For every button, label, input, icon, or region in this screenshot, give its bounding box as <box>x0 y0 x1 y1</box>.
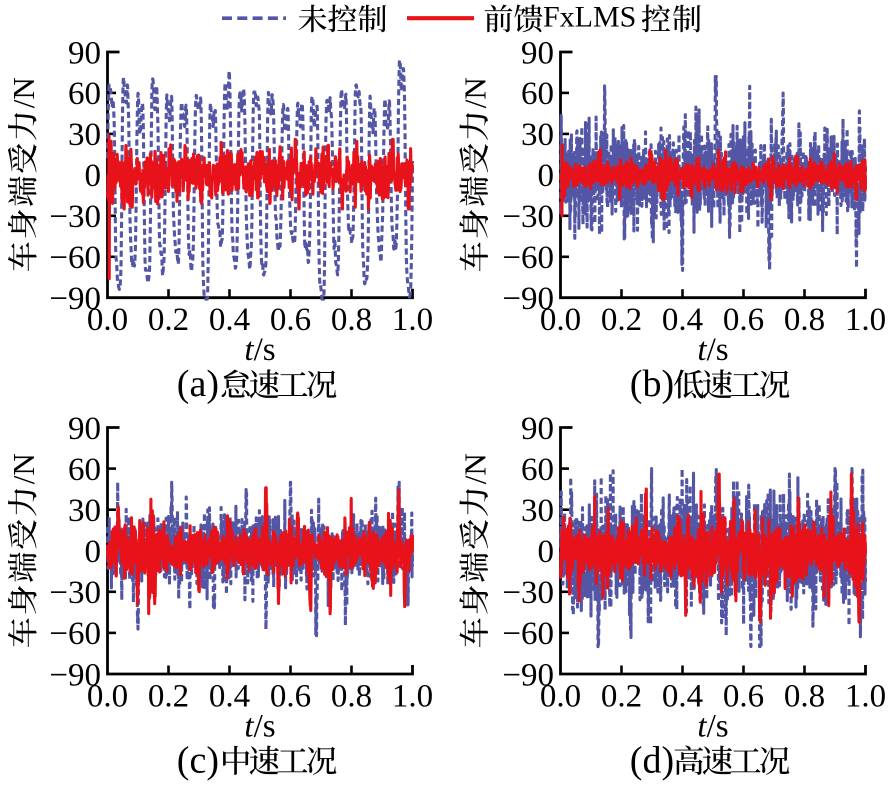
svg-text:0: 0 <box>85 534 102 570</box>
svg-text:60: 60 <box>521 452 554 488</box>
svg-text:0.4: 0.4 <box>662 679 703 715</box>
svg-text:−30: −30 <box>49 575 101 611</box>
svg-text:30: 30 <box>521 117 554 153</box>
svg-text:0.8: 0.8 <box>784 679 825 715</box>
svg-text:−90: −90 <box>502 281 554 317</box>
svg-text:t/s: t/s <box>244 332 275 368</box>
svg-text:−60: −60 <box>502 240 554 276</box>
svg-text:60: 60 <box>68 452 101 488</box>
svg-text:/N: /N <box>458 77 493 108</box>
svg-text:−60: −60 <box>49 240 101 276</box>
svg-text:0.4: 0.4 <box>209 302 250 338</box>
svg-text:30: 30 <box>68 117 101 153</box>
svg-text:t/s: t/s <box>697 332 728 368</box>
svg-text:30: 30 <box>521 493 554 529</box>
svg-text:90: 90 <box>68 411 101 447</box>
svg-text:0.0: 0.0 <box>87 302 128 338</box>
svg-text:−60: −60 <box>502 616 554 652</box>
svg-text:0.2: 0.2 <box>148 302 189 338</box>
svg-text:−60: −60 <box>49 616 101 652</box>
svg-text:0.6: 0.6 <box>723 302 764 338</box>
svg-text:FxLMS: FxLMS <box>543 0 636 33</box>
svg-text:90: 90 <box>68 35 101 71</box>
svg-text:0: 0 <box>538 158 555 194</box>
svg-text:1.0: 1.0 <box>392 679 433 715</box>
svg-text:1.0: 1.0 <box>845 679 886 715</box>
svg-text:0.0: 0.0 <box>87 679 128 715</box>
svg-text:0.2: 0.2 <box>601 679 642 715</box>
svg-text:/N: /N <box>458 453 493 484</box>
svg-text:0: 0 <box>85 158 102 194</box>
svg-text:60: 60 <box>521 76 554 112</box>
svg-text:0.2: 0.2 <box>601 302 642 338</box>
svg-text:t/s: t/s <box>244 709 275 745</box>
svg-text:60: 60 <box>68 76 101 112</box>
svg-text:0.6: 0.6 <box>723 679 764 715</box>
svg-text:−30: −30 <box>49 199 101 235</box>
svg-text:0: 0 <box>538 534 555 570</box>
svg-text:0.4: 0.4 <box>209 679 250 715</box>
svg-text:−90: −90 <box>49 281 101 317</box>
svg-text:0.8: 0.8 <box>784 302 825 338</box>
svg-text:−90: −90 <box>502 657 554 693</box>
svg-text:−90: −90 <box>49 657 101 693</box>
svg-text:0.8: 0.8 <box>331 679 372 715</box>
svg-text:0.2: 0.2 <box>148 679 189 715</box>
svg-text:90: 90 <box>521 411 554 447</box>
svg-text:0.0: 0.0 <box>540 679 581 715</box>
svg-text:90: 90 <box>521 35 554 71</box>
svg-text:/N: /N <box>6 453 41 484</box>
svg-text:(b): (b) <box>630 363 674 405</box>
svg-text:0.6: 0.6 <box>270 679 311 715</box>
svg-text:(d): (d) <box>630 739 674 781</box>
svg-text:30: 30 <box>68 493 101 529</box>
svg-text:0.8: 0.8 <box>331 302 372 338</box>
svg-text:t/s: t/s <box>697 709 728 745</box>
svg-text:/N: /N <box>6 77 41 108</box>
svg-text:0.6: 0.6 <box>270 302 311 338</box>
svg-text:(a): (a) <box>177 363 219 405</box>
svg-text:0.4: 0.4 <box>662 302 703 338</box>
svg-text:(c): (c) <box>177 739 219 781</box>
svg-text:−30: −30 <box>502 575 554 611</box>
svg-text:−30: −30 <box>502 199 554 235</box>
svg-text:1.0: 1.0 <box>392 302 433 338</box>
svg-text:0.0: 0.0 <box>540 302 581 338</box>
svg-text:1.0: 1.0 <box>845 302 886 338</box>
